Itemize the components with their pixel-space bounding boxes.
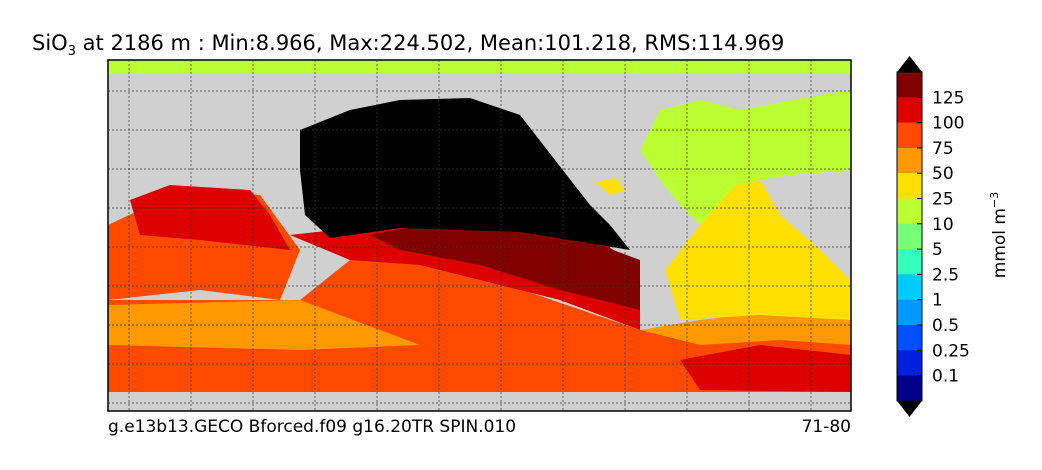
title: SiO3 at 2186 m : Min:8.966, Max:224.502,… (32, 31, 784, 59)
antarctica (108, 392, 851, 411)
colorbar-tick-label: 0.5 (932, 316, 959, 336)
map (107, 59, 852, 412)
colorbar-tick-label: 75 (932, 139, 954, 159)
caribbean (595, 178, 625, 195)
weddell (680, 345, 851, 392)
indian-north (130, 185, 290, 250)
colorbar-band (897, 249, 922, 275)
colorbar-tick-label: 100 (932, 114, 964, 134)
colorbar-band (897, 325, 922, 351)
colorbar-band (897, 274, 922, 301)
colorbar-tick-label: 0.1 (932, 367, 959, 387)
footer-left: g.e13b13.GECO Bforced.f09 g16.20TR SPIN.… (108, 417, 516, 437)
colorbar-extend-top (897, 56, 922, 72)
colorbar-band (897, 72, 922, 98)
colorbar-band (897, 147, 922, 174)
colorbar-tick-label: 10 (932, 215, 954, 235)
colorbar-tick-label: 50 (932, 164, 954, 184)
atlantic-south-band (640, 310, 851, 345)
footer-right: 71-80 (802, 417, 851, 437)
colorbar-band (897, 122, 922, 149)
colorbar: 125 100 75 50 25 10 5 2.5 1 0.5 0.25 0.1 (896, 56, 970, 417)
southern-ocean (108, 255, 851, 392)
colorbar-band (897, 173, 922, 199)
arctic (108, 60, 851, 74)
atlantic-south (665, 180, 850, 320)
colorbar-tick-label: 0.25 (932, 341, 970, 361)
pacific-band (370, 225, 640, 310)
pacific (300, 98, 630, 250)
map-frame (107, 59, 852, 412)
colorbar-tick-label: 1 (932, 291, 943, 311)
colorbar-tick-label: 2.5 (932, 265, 959, 285)
colorbar-band (897, 299, 922, 326)
atlantic-north (640, 90, 851, 225)
colorbar-band (897, 198, 922, 225)
colorbar-band (897, 350, 922, 377)
colorbar-tick-label: 125 (932, 88, 964, 108)
colorbar-tick-label: 25 (932, 190, 954, 210)
colorbar-frame (896, 71, 923, 402)
colorbar-band (897, 375, 922, 402)
colorbar-label: mmol m−3 (988, 192, 1010, 278)
colorbar-band (897, 223, 922, 250)
colorbar-extend-bottom (897, 400, 922, 417)
colorbar-tick-label: 5 (932, 240, 943, 260)
colorbar-band (897, 97, 922, 124)
